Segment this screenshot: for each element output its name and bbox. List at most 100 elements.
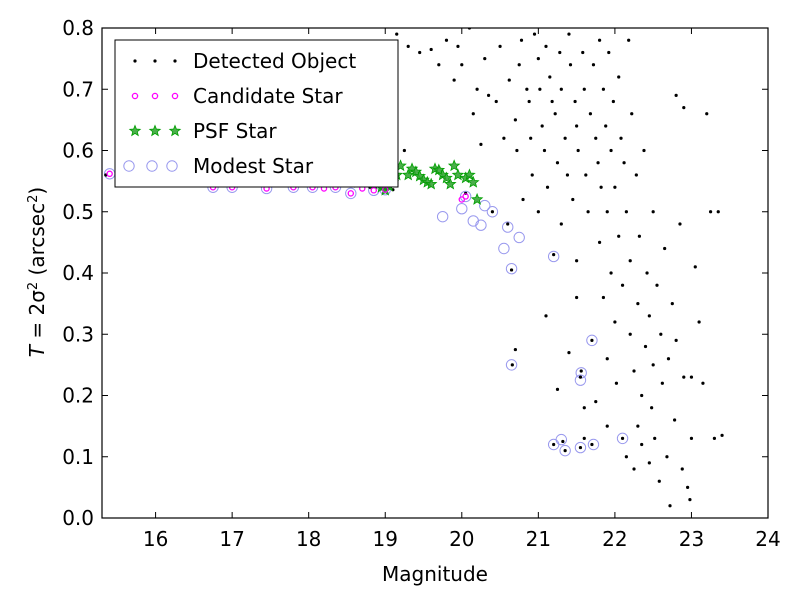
data-point [437,63,441,67]
data-point [590,338,594,342]
data-point [640,393,644,398]
data-point [440,171,453,184]
data-point [530,173,534,177]
data-point [483,57,487,61]
data-point [532,32,537,36]
data-point [632,467,636,471]
data-point [536,210,540,214]
data-point [563,136,567,140]
y-label-sup: 2 [26,282,41,290]
data-point [622,161,626,165]
data-point [605,424,609,428]
data-point [688,498,692,502]
data-point [462,193,469,200]
data-point [651,363,655,367]
legend-entry: Candidate Star [131,84,343,108]
data-point [668,504,672,508]
data-point [451,168,465,181]
data-point [643,344,648,349]
data-point [575,124,579,128]
series-circle-hollow [103,168,629,457]
data-point [536,57,540,61]
data-point [630,112,634,116]
y-axis-label: T = 2σ2 (arcsec2) [25,187,49,357]
data-point [651,210,655,214]
data-point [447,159,461,172]
data-point [642,148,646,153]
data-point [579,369,583,373]
data-point [573,99,577,104]
data-point [498,242,510,255]
data-point [655,283,659,287]
data-point [689,375,694,379]
legend-marker [148,124,162,137]
data-point [617,75,621,79]
data-point [490,210,495,214]
data-point [475,219,487,231]
legend-marker [153,59,157,63]
data-point [513,118,517,122]
x-axis-ticks: 16 17 18 19 20 21 22 23 24 [143,28,781,551]
data-point [547,250,560,263]
data-point [559,222,563,226]
data-point [544,314,548,318]
y-tick-label: 0.4 [62,261,94,285]
x-axis-label: Magnitude [382,562,488,586]
series-dot [104,28,724,508]
data-point [575,295,579,300]
legend-marker [171,92,179,100]
data-point [463,168,476,181]
data-point [544,44,548,48]
data-point [660,381,664,385]
data-point [586,334,598,347]
data-point [653,436,657,440]
data-point [559,87,563,91]
data-point [525,87,529,91]
y-label-unit-sup: 2 [26,195,41,203]
data-point [607,50,611,55]
data-point [674,93,678,97]
data-point [673,418,677,422]
data-point [682,375,686,379]
data-point [507,78,511,82]
data-point [513,347,517,352]
data-point [510,363,514,367]
data-point [616,432,629,445]
y-tick-label: 0.6 [62,139,94,163]
legend-entry: Detected Object [133,49,356,73]
data-point [581,50,585,55]
legend-entries: Detected Object Candidate Star PSF Star Mod… [123,49,356,178]
y-tick-label: 0.2 [62,384,94,408]
data-point [459,190,472,203]
y-axis-ticks: 0.0 0.1 0.2 0.3 0.4 0.5 0.6 0.7 0.8 [62,16,768,530]
data-point [548,75,552,79]
data-point [604,124,608,128]
data-point [521,197,525,202]
data-point [444,38,449,42]
data-point [347,190,355,197]
legend-label: PSF Star [193,119,277,143]
data-point [529,136,533,140]
data-point [505,359,518,371]
data-point [650,406,654,410]
data-point [674,338,678,342]
data-point [555,387,560,391]
data-point [555,433,568,446]
x-tick-label: 16 [143,527,168,551]
data-point [527,99,531,104]
data-point [345,187,357,200]
data-point [582,87,586,91]
data-point [601,295,606,300]
data-point [479,199,491,212]
legend-entry: Modest Star [123,154,314,178]
data-point [509,268,514,272]
data-point [513,231,525,244]
data-point [571,197,575,202]
data-point [637,234,641,238]
series-layer [103,28,724,508]
data-point [370,187,378,194]
data-point [636,302,640,306]
data-point [666,357,671,361]
data-point [619,136,623,140]
y-label-unit-close: ) [25,187,49,195]
